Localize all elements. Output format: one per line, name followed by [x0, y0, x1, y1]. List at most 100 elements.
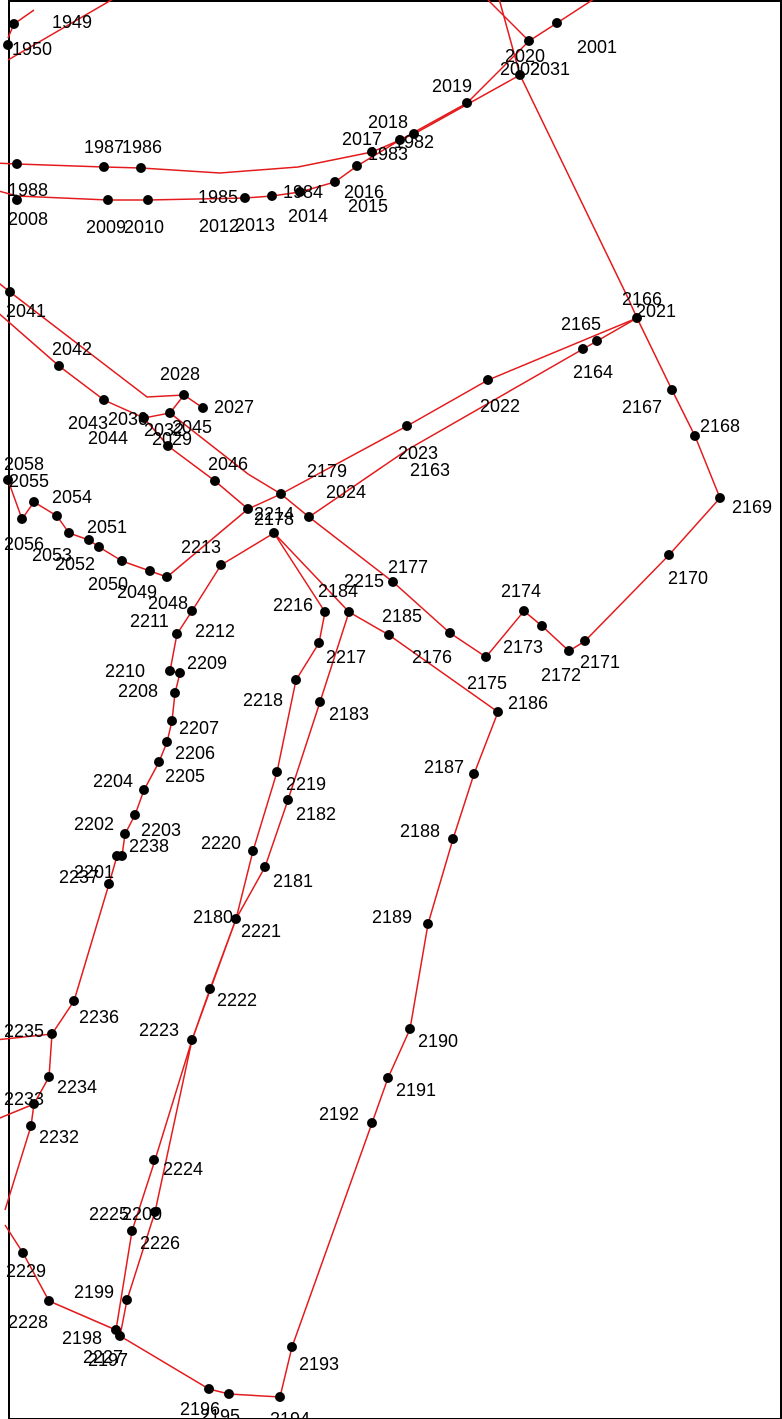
node-marker[interactable]	[120, 829, 130, 839]
node-marker[interactable]	[112, 851, 122, 861]
node-marker[interactable]	[64, 528, 74, 538]
node-marker[interactable]	[715, 493, 725, 503]
node-marker[interactable]	[165, 666, 175, 676]
node-marker[interactable]	[139, 785, 149, 795]
node-marker[interactable]	[367, 1118, 377, 1128]
node-marker[interactable]	[592, 336, 602, 346]
node-marker[interactable]	[44, 1072, 54, 1082]
node-marker[interactable]	[383, 1073, 393, 1083]
node-marker[interactable]	[29, 1099, 39, 1109]
node-marker[interactable]	[26, 1121, 36, 1131]
node-marker[interactable]	[175, 668, 185, 678]
node-marker[interactable]	[448, 834, 458, 844]
node-marker[interactable]	[47, 1029, 57, 1039]
node-marker[interactable]	[145, 566, 155, 576]
node-marker[interactable]	[524, 36, 534, 46]
node-marker[interactable]	[150, 1207, 160, 1217]
node-marker[interactable]	[445, 628, 455, 638]
node-marker[interactable]	[127, 1226, 137, 1236]
node-marker[interactable]	[130, 810, 140, 820]
node-marker[interactable]	[99, 162, 109, 172]
node-marker[interactable]	[275, 1392, 285, 1402]
node-marker[interactable]	[304, 512, 314, 522]
node-marker[interactable]	[519, 606, 529, 616]
node-marker[interactable]	[94, 542, 104, 552]
node-marker[interactable]	[580, 636, 590, 646]
node-marker[interactable]	[170, 688, 180, 698]
node-marker[interactable]	[469, 769, 479, 779]
node-marker[interactable]	[395, 135, 405, 145]
node-marker[interactable]	[104, 879, 114, 889]
node-marker[interactable]	[283, 795, 293, 805]
node-marker[interactable]	[405, 1024, 415, 1034]
node-marker[interactable]	[29, 497, 39, 507]
node-marker[interactable]	[409, 129, 419, 139]
node-marker[interactable]	[564, 646, 574, 656]
node-marker[interactable]	[690, 431, 700, 441]
node-marker[interactable]	[165, 408, 175, 418]
node-marker[interactable]	[295, 187, 305, 197]
node-marker[interactable]	[117, 556, 127, 566]
node-marker[interactable]	[162, 572, 172, 582]
node-marker[interactable]	[136, 163, 146, 173]
node-marker[interactable]	[243, 504, 253, 514]
node-marker[interactable]	[224, 1389, 234, 1399]
node-marker[interactable]	[315, 697, 325, 707]
node-marker[interactable]	[163, 441, 173, 451]
node-marker[interactable]	[388, 577, 398, 587]
node-marker[interactable]	[240, 193, 250, 203]
node-marker[interactable]	[260, 862, 270, 872]
node-marker[interactable]	[578, 344, 588, 354]
node-marker[interactable]	[99, 395, 109, 405]
node-marker[interactable]	[515, 70, 525, 80]
node-marker[interactable]	[122, 1295, 132, 1305]
node-marker[interactable]	[17, 514, 27, 524]
node-marker[interactable]	[187, 606, 197, 616]
node-marker[interactable]	[330, 177, 340, 187]
node-marker[interactable]	[384, 630, 394, 640]
node-marker[interactable]	[552, 18, 562, 28]
node-marker[interactable]	[267, 191, 277, 201]
node-marker[interactable]	[423, 919, 433, 929]
node-marker[interactable]	[367, 147, 377, 157]
node-marker[interactable]	[18, 1248, 28, 1258]
node-marker[interactable]	[139, 413, 149, 423]
node-marker[interactable]	[248, 846, 258, 856]
node-marker[interactable]	[3, 40, 13, 50]
node-marker[interactable]	[162, 737, 172, 747]
node-marker[interactable]	[167, 716, 177, 726]
node-marker[interactable]	[143, 195, 153, 205]
node-marker[interactable]	[291, 675, 301, 685]
node-marker[interactable]	[5, 287, 15, 297]
node-marker[interactable]	[632, 313, 642, 323]
node-marker[interactable]	[276, 489, 286, 499]
node-marker[interactable]	[483, 375, 493, 385]
node-marker[interactable]	[462, 98, 472, 108]
node-marker[interactable]	[314, 638, 324, 648]
node-marker[interactable]	[269, 528, 279, 538]
node-marker[interactable]	[198, 403, 208, 413]
node-marker[interactable]	[352, 161, 362, 171]
node-marker[interactable]	[667, 385, 677, 395]
node-marker[interactable]	[12, 195, 22, 205]
node-marker[interactable]	[69, 996, 79, 1006]
node-marker[interactable]	[84, 535, 94, 545]
node-marker[interactable]	[172, 629, 182, 639]
node-marker[interactable]	[3, 475, 13, 485]
node-marker[interactable]	[537, 621, 547, 631]
node-marker[interactable]	[9, 19, 19, 29]
node-marker[interactable]	[402, 421, 412, 431]
node-marker[interactable]	[231, 914, 241, 924]
node-marker[interactable]	[216, 560, 226, 570]
node-marker[interactable]	[210, 476, 220, 486]
node-marker[interactable]	[205, 984, 215, 994]
node-marker[interactable]	[493, 707, 503, 717]
node-marker[interactable]	[44, 1296, 54, 1306]
node-marker[interactable]	[12, 159, 22, 169]
node-marker[interactable]	[287, 1342, 297, 1352]
node-marker[interactable]	[154, 757, 164, 767]
node-marker[interactable]	[52, 511, 62, 521]
node-marker[interactable]	[103, 195, 113, 205]
